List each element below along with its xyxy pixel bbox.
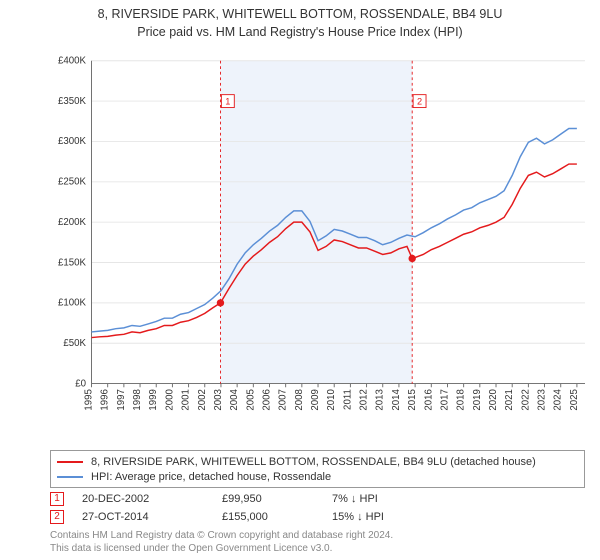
svg-text:2020: 2020 (488, 389, 499, 411)
svg-text:1: 1 (225, 96, 230, 106)
legend-label: HPI: Average price, detached house, Ross… (91, 471, 331, 483)
legend-label: 8, RIVERSIDE PARK, WHITEWELL BOTTOM, ROS… (91, 456, 536, 468)
svg-text:2006: 2006 (261, 389, 272, 411)
svg-text:£250K: £250K (58, 177, 87, 188)
svg-text:2024: 2024 (553, 389, 564, 411)
svg-text:2022: 2022 (520, 389, 531, 411)
svg-text:£100K: £100K (58, 298, 87, 309)
legend-swatch (57, 461, 83, 463)
svg-text:2021: 2021 (504, 389, 515, 411)
svg-text:£350K: £350K (58, 96, 87, 107)
svg-text:2: 2 (417, 96, 422, 106)
sale-markers-table: 1 20-DEC-2002£99,9507% ↓ HPI 2 27-OCT-2014£… (50, 490, 585, 526)
chart-area: £0 £50K £100K £150K £200K £250K £300K £350K £400… (50, 46, 585, 426)
marker-date: 27-OCT-2014 (82, 511, 222, 523)
svg-text:2018: 2018 (456, 389, 467, 411)
svg-text:2012: 2012 (359, 389, 370, 411)
svg-text:2014: 2014 (391, 389, 402, 411)
marker-price: £155,000 (222, 511, 332, 523)
footer-line-2: This data is licensed under the Open Gov… (50, 543, 585, 556)
svg-text:2019: 2019 (472, 389, 483, 411)
footer-line-1: Contains HM Land Registry data © Crown c… (50, 530, 585, 543)
legend-swatch (57, 476, 83, 478)
svg-text:£150K: £150K (58, 257, 87, 268)
svg-text:£200K: £200K (58, 217, 87, 228)
svg-text:2008: 2008 (294, 389, 305, 411)
svg-text:1995: 1995 (84, 389, 95, 411)
svg-text:2013: 2013 (375, 389, 386, 411)
svg-text:£50K: £50K (63, 338, 86, 349)
svg-text:£0: £0 (75, 378, 86, 389)
marker-row: 2 27-OCT-2014£155,00015% ↓ HPI (50, 508, 585, 526)
svg-text:2000: 2000 (164, 389, 175, 411)
svg-text:2009: 2009 (310, 389, 321, 411)
marker-row: 1 20-DEC-2002£99,9507% ↓ HPI (50, 490, 585, 508)
svg-text:2002: 2002 (197, 389, 208, 411)
svg-text:2025: 2025 (569, 389, 580, 411)
svg-text:2017: 2017 (439, 389, 450, 411)
title-line-2: Price paid vs. HM Land Registry's House … (0, 24, 600, 42)
svg-text:1996: 1996 (100, 389, 111, 411)
line-chart: £0 £50K £100K £150K £200K £250K £300K £350K £400… (50, 46, 585, 426)
chart-title-block: 8, RIVERSIDE PARK, WHITEWELL BOTTOM, ROS… (0, 0, 600, 41)
marker-badge: 1 (50, 492, 64, 506)
svg-text:2015: 2015 (407, 389, 418, 411)
svg-text:2011: 2011 (342, 389, 353, 410)
svg-text:2007: 2007 (278, 389, 289, 411)
marker-badge: 2 (50, 510, 64, 524)
svg-text:2003: 2003 (213, 389, 224, 411)
legend: 8, RIVERSIDE PARK, WHITEWELL BOTTOM, ROS… (50, 450, 585, 488)
marker-pct: 7% ↓ HPI (332, 493, 432, 505)
svg-text:2001: 2001 (181, 389, 192, 411)
legend-item: HPI: Average price, detached house, Ross… (57, 469, 578, 484)
svg-text:2023: 2023 (537, 389, 548, 411)
svg-text:2016: 2016 (423, 389, 434, 411)
footer-attribution: Contains HM Land Registry data © Crown c… (50, 530, 585, 555)
svg-text:2010: 2010 (326, 389, 337, 411)
svg-text:2004: 2004 (229, 389, 240, 411)
marker-price: £99,950 (222, 493, 332, 505)
marker-pct: 15% ↓ HPI (332, 511, 432, 523)
legend-item: 8, RIVERSIDE PARK, WHITEWELL BOTTOM, ROS… (57, 454, 578, 469)
svg-text:1998: 1998 (132, 389, 143, 411)
svg-text:2005: 2005 (245, 389, 256, 411)
title-line-1: 8, RIVERSIDE PARK, WHITEWELL BOTTOM, ROS… (0, 6, 600, 24)
svg-text:£400K: £400K (58, 56, 87, 67)
svg-text:£300K: £300K (58, 136, 87, 147)
svg-text:1997: 1997 (116, 389, 127, 411)
svg-text:1999: 1999 (148, 389, 159, 411)
marker-date: 20-DEC-2002 (82, 493, 222, 505)
